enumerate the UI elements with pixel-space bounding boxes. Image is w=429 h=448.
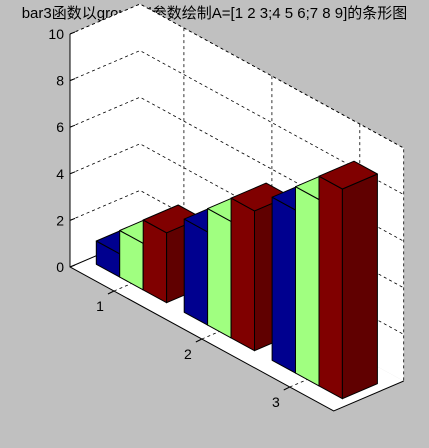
- bar-side-face: [341, 173, 378, 400]
- z-tick: [69, 171, 76, 175]
- z-tick: [69, 78, 76, 82]
- x-tick-label: 2: [184, 346, 192, 362]
- z-tick-label: 0: [56, 259, 64, 275]
- bar-front-face: [207, 208, 232, 339]
- bar-top-face: [318, 160, 378, 190]
- x-tick: [283, 386, 290, 391]
- x-tick-label: 1: [96, 298, 104, 314]
- z-tick-label: 10: [48, 26, 64, 42]
- z-gridline: [69, 50, 404, 195]
- z-tick: [69, 264, 76, 268]
- bar-front-face: [183, 218, 209, 326]
- bars: [95, 160, 378, 400]
- bar-front-face: [295, 186, 320, 387]
- z-tick-label: 4: [56, 166, 64, 182]
- z-tick: [69, 217, 76, 221]
- x-tick: [107, 290, 115, 295]
- z-tick: [69, 124, 76, 128]
- bar-front-face: [318, 175, 343, 400]
- x-tick: [195, 338, 203, 343]
- left-wall: [70, 4, 140, 267]
- bar-front-face: [230, 197, 255, 352]
- wall-edge: [69, 3, 405, 381]
- z-tick: [69, 31, 76, 35]
- bar-front-face: [142, 219, 168, 304]
- bar: [318, 160, 378, 400]
- z-tick-label: 2: [56, 212, 64, 228]
- z-tick-label: 8: [56, 73, 64, 89]
- x-tick-label: 3: [272, 394, 280, 410]
- bar-front-face: [271, 196, 296, 374]
- z-tick-label: 6: [56, 119, 64, 135]
